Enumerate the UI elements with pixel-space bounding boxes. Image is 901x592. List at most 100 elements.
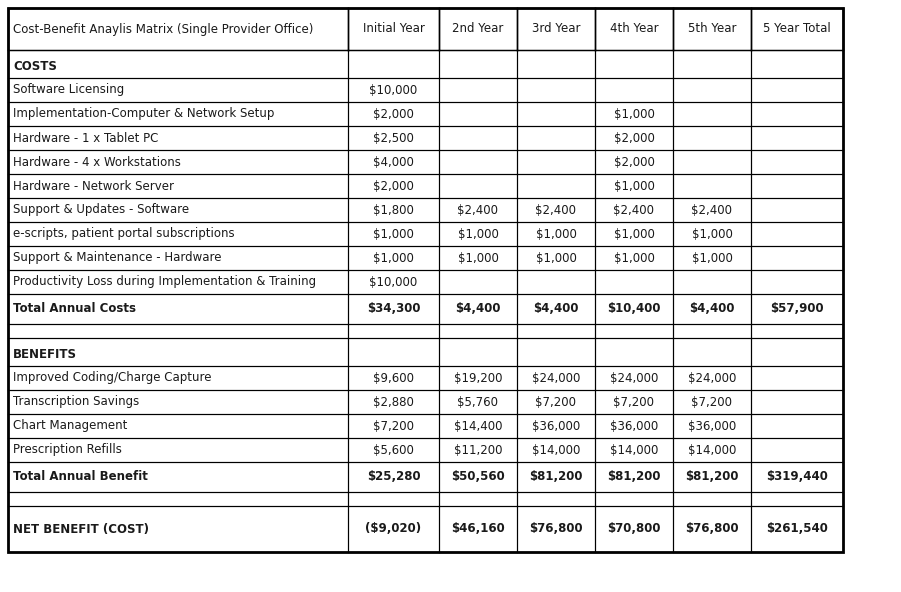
Bar	[348, 150, 439, 174]
Text: $1,000: $1,000	[535, 227, 577, 240]
Text: $81,200: $81,200	[529, 471, 583, 484]
Text: $1,000: $1,000	[535, 252, 577, 265]
Bar	[517, 270, 595, 294]
Text: NET BENEFIT (COST): NET BENEFIT (COST)	[13, 523, 149, 536]
Bar	[348, 270, 439, 294]
Text: $36,000: $36,000	[610, 420, 658, 433]
Text: $11,200: $11,200	[454, 443, 502, 456]
Bar	[348, 366, 439, 390]
Bar	[8, 390, 348, 414]
Bar	[348, 174, 439, 198]
Bar	[517, 198, 595, 222]
Bar	[348, 506, 439, 552]
Text: $7,200: $7,200	[691, 395, 733, 408]
Bar	[348, 102, 439, 126]
Text: $7,200: $7,200	[535, 395, 577, 408]
Text: Productivity Loss during Implementation & Training: Productivity Loss during Implementation …	[13, 275, 316, 288]
Bar	[439, 390, 517, 414]
Bar	[751, 8, 843, 50]
Text: $9,600: $9,600	[373, 372, 414, 384]
Bar	[439, 294, 517, 324]
Text: $4,400: $4,400	[533, 303, 578, 316]
Bar	[751, 366, 843, 390]
Text: 4th Year: 4th Year	[610, 22, 659, 36]
Bar	[751, 126, 843, 150]
Bar	[673, 270, 751, 294]
Text: $25,280: $25,280	[367, 471, 420, 484]
Text: Prescription Refills: Prescription Refills	[13, 443, 122, 456]
Bar	[439, 506, 517, 552]
Bar	[439, 198, 517, 222]
Bar	[673, 492, 751, 506]
Bar	[348, 294, 439, 324]
Bar	[8, 8, 348, 50]
Text: $1,000: $1,000	[692, 252, 733, 265]
Bar	[8, 366, 348, 390]
Bar	[517, 78, 595, 102]
Bar	[673, 126, 751, 150]
Bar	[751, 150, 843, 174]
Text: $19,200: $19,200	[454, 372, 502, 384]
Text: $76,800: $76,800	[529, 523, 583, 536]
Bar	[439, 174, 517, 198]
Bar	[595, 270, 673, 294]
Text: $70,800: $70,800	[607, 523, 660, 536]
Bar	[673, 506, 751, 552]
Bar	[595, 294, 673, 324]
Bar	[8, 126, 348, 150]
Text: $46,160: $46,160	[451, 523, 505, 536]
Bar	[8, 506, 348, 552]
Bar	[348, 246, 439, 270]
Bar	[517, 492, 595, 506]
Text: Initial Year: Initial Year	[362, 22, 424, 36]
Bar	[673, 294, 751, 324]
Text: $2,000: $2,000	[614, 131, 654, 144]
Bar	[517, 390, 595, 414]
Bar	[595, 324, 673, 338]
Text: $261,540: $261,540	[766, 523, 828, 536]
Text: $10,400: $10,400	[607, 303, 660, 316]
Bar	[8, 324, 348, 338]
Text: $2,400: $2,400	[691, 204, 733, 217]
Bar	[348, 492, 439, 506]
Bar	[751, 222, 843, 246]
Bar	[595, 126, 673, 150]
Bar	[348, 198, 439, 222]
Bar	[439, 438, 517, 462]
Bar	[517, 8, 595, 50]
Bar	[751, 294, 843, 324]
Bar	[517, 222, 595, 246]
Bar	[673, 102, 751, 126]
Text: COSTS: COSTS	[13, 60, 57, 73]
Bar	[348, 414, 439, 438]
Bar	[348, 462, 439, 492]
Text: $4,000: $4,000	[373, 156, 414, 169]
Bar	[517, 366, 595, 390]
Text: $34,300: $34,300	[367, 303, 420, 316]
Bar	[751, 102, 843, 126]
Bar	[348, 390, 439, 414]
Bar	[595, 150, 673, 174]
Text: $7,200: $7,200	[373, 420, 414, 433]
Text: $76,800: $76,800	[685, 523, 739, 536]
Bar	[751, 506, 843, 552]
Bar	[517, 246, 595, 270]
Bar	[595, 174, 673, 198]
Bar	[348, 8, 439, 50]
Text: $1,000: $1,000	[614, 227, 654, 240]
Text: $5,600: $5,600	[373, 443, 414, 456]
Bar	[751, 492, 843, 506]
Bar	[8, 492, 348, 506]
Bar	[751, 390, 843, 414]
Bar	[673, 150, 751, 174]
Text: $57,900: $57,900	[770, 303, 824, 316]
Text: Total Annual Costs: Total Annual Costs	[13, 303, 136, 316]
Bar	[751, 198, 843, 222]
Bar	[673, 8, 751, 50]
Bar	[439, 366, 517, 390]
Bar	[8, 222, 348, 246]
Text: $4,400: $4,400	[455, 303, 501, 316]
Text: Implementation-Computer & Network Setup: Implementation-Computer & Network Setup	[13, 108, 275, 121]
Bar	[439, 462, 517, 492]
Bar	[673, 414, 751, 438]
